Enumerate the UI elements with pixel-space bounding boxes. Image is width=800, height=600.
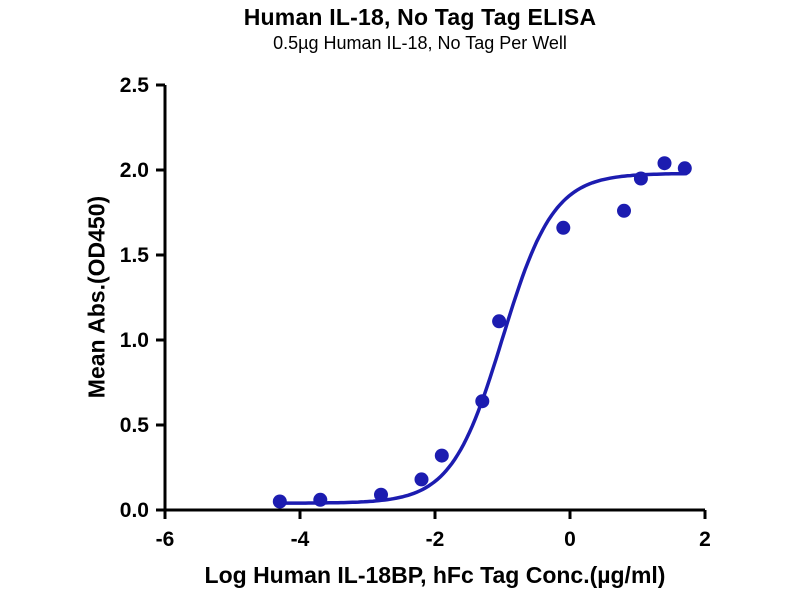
data-point [272,494,287,509]
x-tick-label: -4 [291,528,310,551]
chart-title: Human IL-18, No Tag Tag ELISA [243,4,597,30]
data-point [414,472,429,487]
data-point [492,314,507,329]
y-tick-label: 0.0 [120,499,149,522]
x-tick-label: 2 [699,528,711,551]
data-point [475,394,490,409]
y-tick-label: 1.0 [120,329,149,352]
y-tick-label: 1.5 [120,244,150,267]
x-tick-label: 0 [564,528,576,551]
data-point [313,492,328,507]
y-tick-label: 0.5 [120,414,150,437]
data-point [374,487,388,502]
data-point [556,220,571,235]
chart-subtitle: 0.5µg Human IL-18, No Tag Per Well [273,33,567,53]
data-point [657,156,672,171]
data-point [677,161,692,176]
x-tick-label: -2 [426,528,445,551]
y-tick-label: 2.5 [120,74,150,97]
x-axis-label: Log Human IL-18BP, hFc Tag Conc.(µg/ml) [204,562,666,588]
y-tick-label: 2.0 [120,159,149,182]
data-point [633,171,648,186]
data-point [434,448,449,463]
fit-curve [274,171,688,505]
x-tick-label: -6 [156,528,175,551]
data-point [617,203,631,218]
